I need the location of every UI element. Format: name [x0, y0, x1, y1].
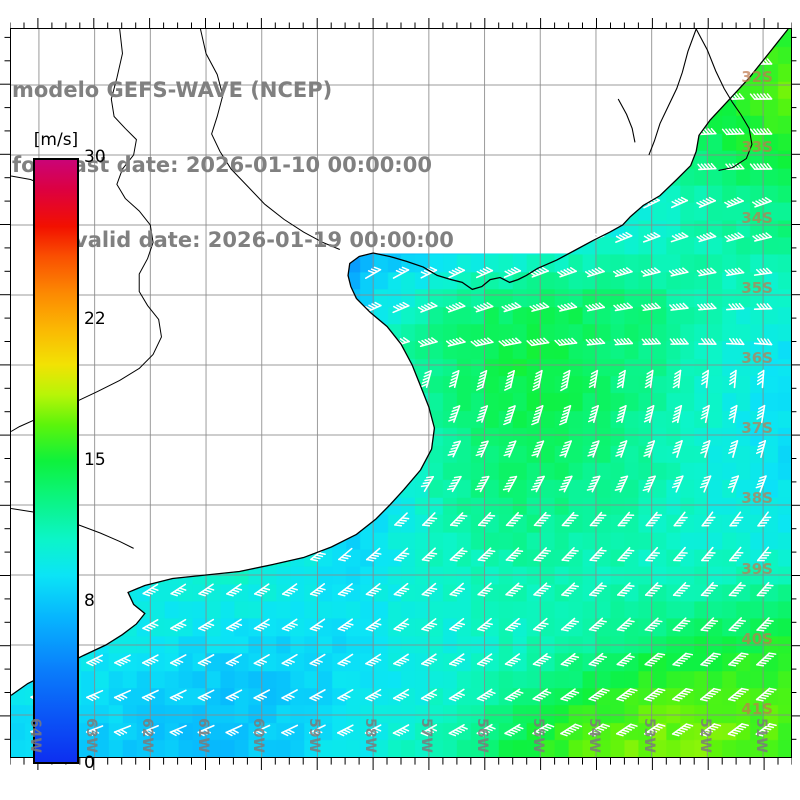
longitude-label: 55W: [529, 718, 546, 753]
longitude-label: 56W: [473, 718, 490, 753]
latitude-label: 36S: [741, 348, 773, 367]
left-tick-rail: [0, 36, 10, 740]
latitude-label: 33S: [741, 138, 773, 157]
bottom-tick-rail: [10, 758, 792, 770]
right-tick-rail: [792, 36, 800, 740]
latitude-label: 40S: [741, 629, 773, 648]
colorbar-tick-label: 30: [84, 147, 106, 167]
wind-speed-heatmap: [11, 29, 791, 757]
longitude-label: 61W: [194, 718, 211, 753]
longitude-label: 64W: [26, 718, 43, 753]
latitude-label-layer: 32S 33S 34S 35S 36S 37S 38S 39S 40S 41S: [11, 29, 791, 757]
longitude-label: 63W: [82, 718, 99, 753]
latitude-label: 35S: [741, 278, 773, 297]
longitude-label: 60W: [250, 718, 267, 753]
colorbar-tick-label: 8: [84, 591, 95, 612]
longitude-label: 57W: [417, 718, 434, 753]
latitude-label: 39S: [741, 559, 773, 578]
longitude-label: 51W: [753, 718, 770, 753]
colorbar-tick-label: 0: [84, 753, 95, 773]
map-plot-area[interactable]: 32S 33S 34S 35S 36S 37S 38S 39S 40S 41S: [10, 28, 792, 758]
colorbar-tick-label: 22: [84, 308, 106, 329]
colorbar: [33, 158, 79, 764]
longitude-label: 62W: [138, 718, 155, 753]
latitude-label: 38S: [741, 489, 773, 508]
top-tick-rail: [10, 18, 792, 28]
colorbar-gradient: [33, 158, 79, 764]
latitude-label: 37S: [741, 419, 773, 438]
latitude-label: 32S: [741, 68, 773, 87]
colorbar-unit-label: [m/s]: [33, 130, 79, 150]
longitude-label: 53W: [641, 718, 658, 753]
colorbar-tick-label: 15: [84, 450, 106, 470]
longitude-label: 59W: [306, 718, 323, 753]
longitude-label: 54W: [585, 718, 602, 753]
longitude-label: 58W: [362, 718, 379, 753]
latitude-label: 34S: [741, 208, 773, 227]
longitude-label: 52W: [697, 718, 714, 753]
latitude-label: 41S: [741, 699, 773, 718]
